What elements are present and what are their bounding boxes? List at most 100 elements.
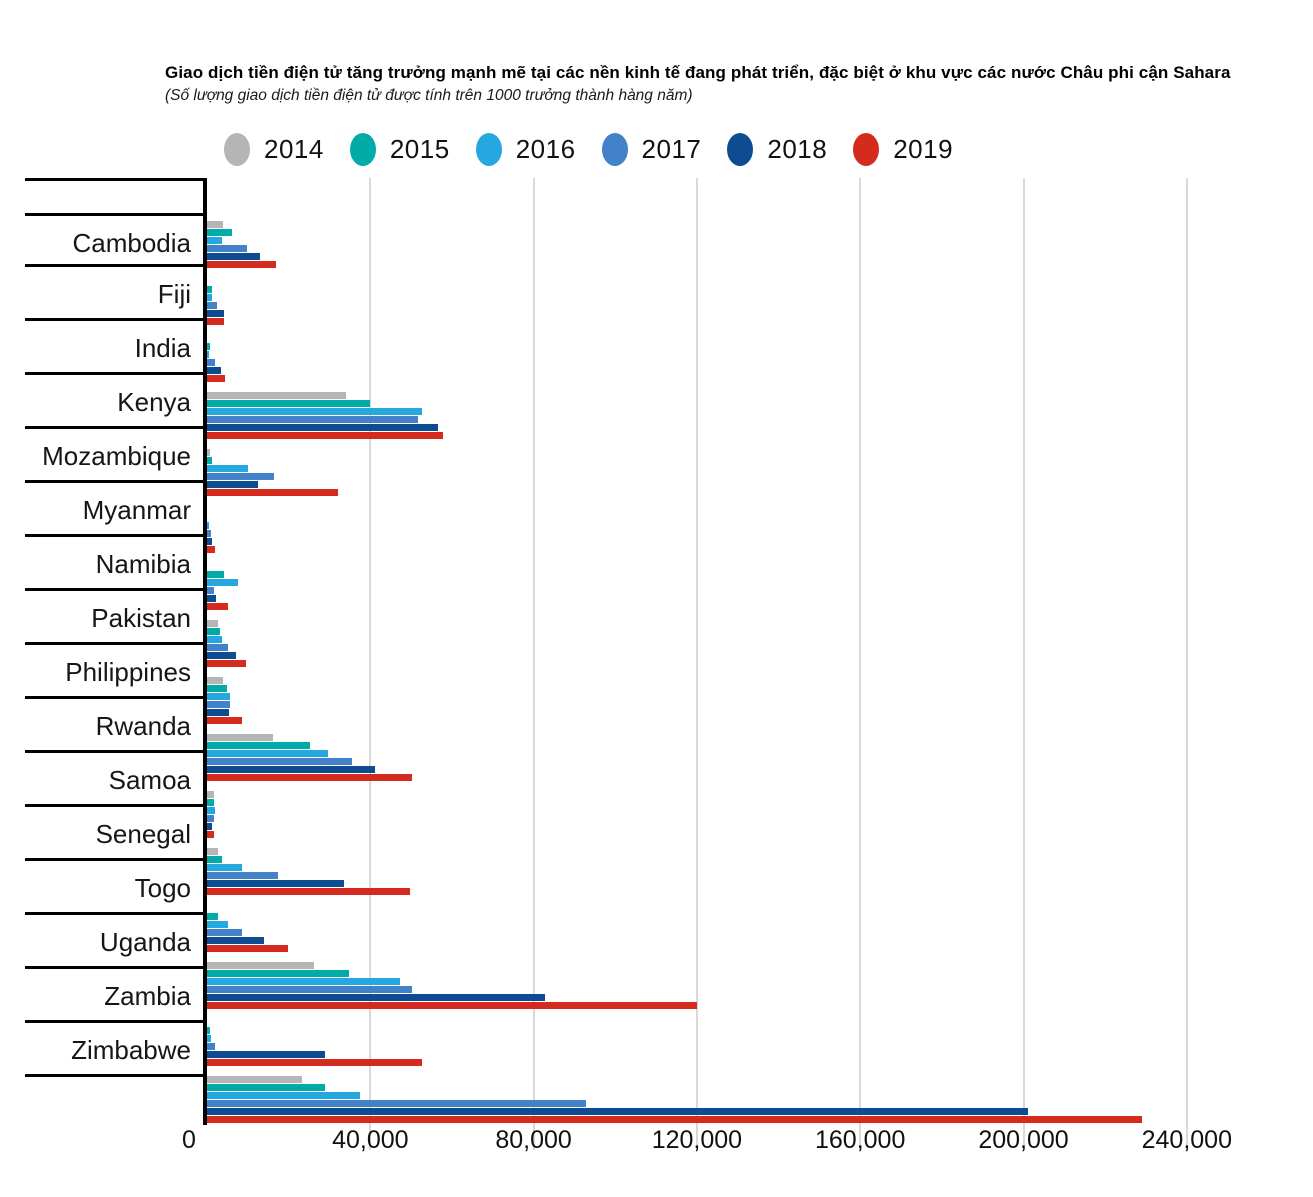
bar-namibia-2017 xyxy=(207,587,214,594)
bar-kenya-2018 xyxy=(207,424,438,431)
bar-fiji-2018 xyxy=(207,310,224,317)
legend-swatch-icon xyxy=(853,133,880,166)
bar-zimbabwe-2019 xyxy=(207,1116,1142,1123)
category-label-philippines: Philippines xyxy=(25,645,205,699)
bar-rwanda-2018 xyxy=(207,766,375,773)
bar-row-zambia xyxy=(207,1019,422,1076)
gridline-160000 xyxy=(859,178,862,1150)
bar-row-myanmar xyxy=(207,506,215,563)
bar-india-2016 xyxy=(207,351,209,358)
bar-india-2018 xyxy=(207,367,221,374)
bar-togo-2016 xyxy=(207,921,228,928)
bar-zimbabwe-2017 xyxy=(207,1100,586,1107)
bar-samoa-2014 xyxy=(207,791,214,798)
x-tick-120,000: 120,000 xyxy=(651,1126,743,1154)
gridline-120000 xyxy=(695,178,698,1150)
y-axis-line xyxy=(203,178,207,1125)
bar-zimbabwe-2016 xyxy=(207,1092,360,1099)
bar-cambodia-2014 xyxy=(207,221,223,228)
bar-row-uganda xyxy=(207,962,697,1019)
x-tick-80,000: 80,000 xyxy=(495,1126,572,1154)
chart-subtitle: (Số lượng giao dịch tiền điện tử được tí… xyxy=(165,87,693,104)
bar-uganda-2016 xyxy=(207,978,400,985)
bar-pakistan-2019 xyxy=(207,660,246,667)
legend-label: 2017 xyxy=(641,134,702,164)
bar-zimbabwe-2014 xyxy=(207,1076,302,1083)
bar-senegal-2017 xyxy=(207,872,278,879)
category-label-rwanda: Rwanda xyxy=(25,699,205,753)
bar-philippines-2015 xyxy=(207,685,227,692)
bar-cambodia-2019 xyxy=(207,261,276,268)
bar-senegal-2015 xyxy=(207,856,222,863)
bar-rwanda-2015 xyxy=(207,742,310,749)
gridline-200000 xyxy=(1022,178,1025,1150)
bar-pakistan-2016 xyxy=(207,636,222,643)
bar-senegal-2019 xyxy=(207,888,410,895)
bar-philippines-2017 xyxy=(207,701,230,708)
bar-mozambique-2014 xyxy=(207,449,210,456)
category-label-samoa: Samoa xyxy=(25,753,205,807)
bar-samoa-2019 xyxy=(207,831,214,838)
bar-myanmar-2019 xyxy=(207,546,215,553)
bar-fiji-2019 xyxy=(207,318,224,325)
bar-togo-2019 xyxy=(207,945,288,952)
bar-fiji-2016 xyxy=(207,294,212,301)
legend-item-2017: 2017 xyxy=(601,133,702,166)
bar-fiji-2017 xyxy=(207,302,217,309)
legend-item-2019: 2019 xyxy=(853,133,953,166)
bar-togo-2017 xyxy=(207,929,242,936)
bar-pakistan-2018 xyxy=(207,652,236,659)
bar-uganda-2018 xyxy=(207,994,545,1001)
category-label-uganda: Uganda xyxy=(25,915,205,969)
plot-area xyxy=(207,178,1313,1150)
bar-row-zimbabwe xyxy=(207,1076,1142,1133)
bar-samoa-2016 xyxy=(207,807,215,814)
category-label-column: Cambodia Fiji India Kenya Mozambique Myanmar N… xyxy=(25,178,205,1077)
bar-india-2019 xyxy=(207,375,225,382)
legend-label: 2018 xyxy=(767,134,828,164)
bar-fiji-2015 xyxy=(207,286,212,293)
bar-pakistan-2017 xyxy=(207,644,228,651)
bar-philippines-2019 xyxy=(207,717,242,724)
bar-pakistan-2014 xyxy=(207,620,218,627)
bar-mozambique-2018 xyxy=(207,481,258,488)
bar-row-senegal xyxy=(207,848,410,905)
category-label-pakistan: Pakistan xyxy=(25,591,205,645)
bar-row-philippines xyxy=(207,677,242,734)
legend-swatch-icon xyxy=(475,133,502,166)
bar-namibia-2018 xyxy=(207,595,216,602)
bar-zambia-2015 xyxy=(207,1027,210,1034)
bar-pakistan-2015 xyxy=(207,628,220,635)
category-label-kenya: Kenya xyxy=(25,375,205,429)
bar-cambodia-2016 xyxy=(207,237,222,244)
category-label-cambodia: Cambodia xyxy=(25,213,205,267)
legend-label: 2016 xyxy=(515,134,576,164)
bar-row-namibia xyxy=(207,563,238,620)
bar-uganda-2014 xyxy=(207,962,314,969)
bar-philippines-2016 xyxy=(207,693,230,700)
x-tick-0: 0 xyxy=(182,1126,196,1154)
category-label-namibia: Namibia xyxy=(25,537,205,591)
category-label-togo: Togo xyxy=(25,861,205,915)
legend-item-2016: 2016 xyxy=(475,133,576,166)
category-label-fiji: Fiji xyxy=(25,267,205,321)
chart-title: Giao dịch tiền điện tử tăng trưởng mạnh … xyxy=(165,63,1231,82)
bar-philippines-2014 xyxy=(207,677,223,684)
category-label-senegal: Senegal xyxy=(25,807,205,861)
bar-india-2015 xyxy=(207,343,210,350)
bar-kenya-2014 xyxy=(207,392,346,399)
bar-row-fiji xyxy=(207,278,224,335)
legend-item-2015: 2015 xyxy=(349,133,450,166)
legend-item-2018: 2018 xyxy=(727,133,827,166)
bar-myanmar-2017 xyxy=(207,530,211,537)
bar-row-cambodia xyxy=(207,221,276,278)
bar-zimbabwe-2018 xyxy=(207,1108,1028,1115)
x-axis-tick-labels: 0 40,000 80,000 120,000 160,000 200,000 240,00… xyxy=(0,1126,1313,1166)
category-label-zambia: Zambia xyxy=(25,969,205,1023)
legend-swatch-icon xyxy=(727,133,754,166)
bar-uganda-2019 xyxy=(207,1002,697,1009)
bar-samoa-2017 xyxy=(207,815,214,822)
category-label-mozambique: Mozambique xyxy=(25,429,205,483)
bar-kenya-2016 xyxy=(207,408,422,415)
bar-togo-2015 xyxy=(207,913,218,920)
